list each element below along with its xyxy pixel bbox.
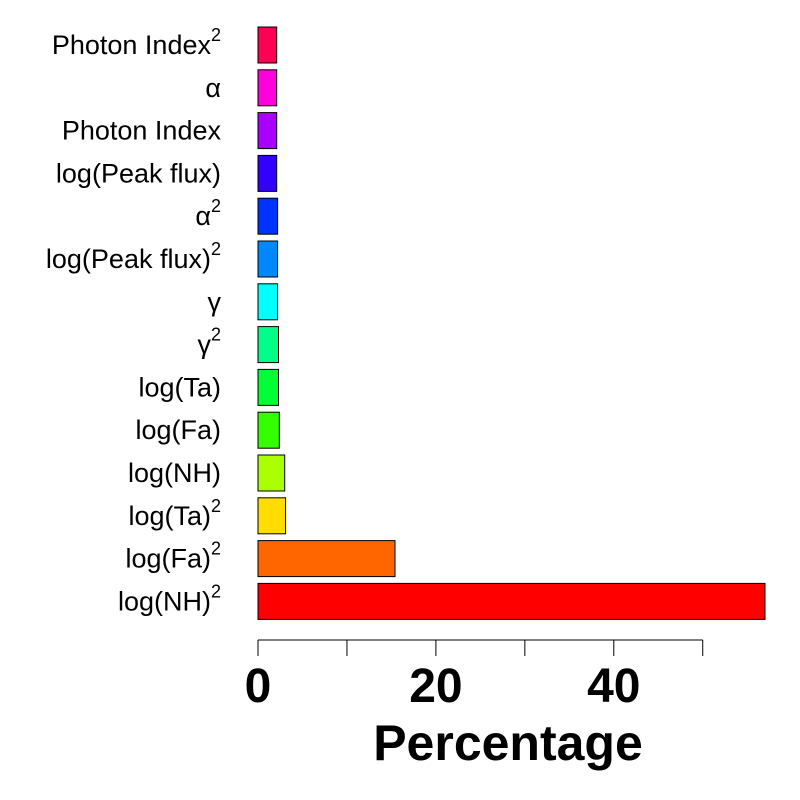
category-label: log(NH)2 [118, 581, 221, 616]
bar [257, 411, 280, 449]
category-label: log(Fa)2 [125, 539, 221, 574]
category-label: log(Peak flux)2 [46, 239, 221, 274]
category-label-superscript: 2 [211, 581, 221, 601]
category-label-text: α [205, 73, 221, 103]
category-label-superscript: 2 [211, 196, 221, 216]
category-label-text: Photon Index [52, 30, 212, 60]
category-label-text: log(Fa) [125, 544, 211, 574]
category-label-text: log(Ta) [128, 501, 211, 531]
bar [257, 326, 279, 364]
x-axis-title: Percentage [373, 715, 643, 771]
category-label-text: γ [208, 287, 222, 317]
bar [257, 582, 766, 620]
category-label-text: log(Ta) [138, 372, 221, 402]
category-label-text: α [195, 201, 211, 231]
bar [257, 540, 396, 578]
bar [257, 197, 279, 235]
category-label-superscript: 2 [211, 325, 221, 345]
bars-group [257, 26, 766, 620]
category-label: Photon Index [62, 116, 222, 146]
category-label: log(Peak flux) [56, 158, 221, 188]
category-label-text: log(NH) [118, 586, 211, 616]
bar [257, 497, 287, 535]
category-label-text: log(Peak flux) [56, 158, 221, 188]
bar [257, 283, 279, 321]
bar [257, 454, 286, 492]
category-label-text: Photon Index [62, 116, 222, 146]
x-tick-label: 20 [409, 660, 462, 713]
category-label-text: log(NH) [128, 458, 221, 488]
category-label: α2 [195, 196, 221, 231]
category-label: log(Ta)2 [128, 496, 221, 531]
category-label-superscript: 2 [211, 496, 221, 516]
category-label: log(Fa) [135, 415, 221, 445]
category-label: log(NH) [128, 458, 221, 488]
category-label: α [205, 73, 221, 103]
category-label: γ2 [197, 325, 221, 360]
category-label-text: log(Peak flux) [46, 244, 211, 274]
bar [257, 26, 278, 64]
category-label-superscript: 2 [211, 539, 221, 559]
x-axis: 0 20 40 [245, 639, 704, 713]
bar [257, 368, 279, 406]
category-label-superscript: 2 [211, 25, 221, 45]
category-label: γ [208, 287, 222, 317]
category-label-text: log(Fa) [135, 415, 221, 445]
x-tick-label: 0 [245, 660, 272, 713]
category-label-superscript: 2 [211, 239, 221, 259]
bar [257, 69, 278, 107]
bar [257, 240, 279, 278]
category-label: Photon Index2 [52, 25, 221, 60]
bar [257, 154, 278, 192]
category-label-text: γ [197, 330, 211, 360]
x-tick-label: 40 [587, 660, 640, 713]
bar [257, 112, 278, 150]
category-label: log(Ta) [138, 372, 221, 402]
